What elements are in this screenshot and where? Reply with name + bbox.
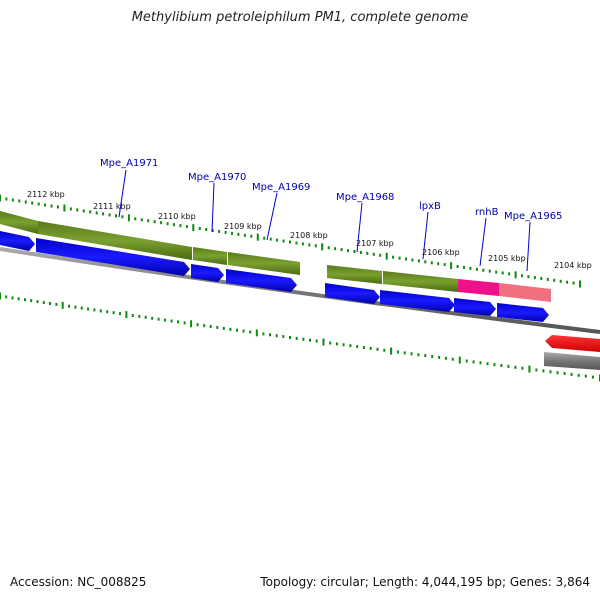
genome-summary: Topology: circular; Length: 4,044,195 bp…	[260, 575, 590, 589]
kbp-label: 2107 kbp	[356, 239, 394, 248]
genome-backbone	[0, 247, 600, 334]
gene-arrow	[454, 298, 496, 316]
outer-tick-track	[0, 194, 581, 288]
accession-label: Accession: NC_008825	[10, 575, 147, 589]
gene-arrow	[36, 238, 190, 276]
gene-label-leader	[211, 182, 215, 233]
cds-feature-block	[228, 252, 300, 275]
gene-arrow	[380, 290, 455, 312]
rnhB-feature-light	[499, 283, 551, 302]
gene-label-leader	[266, 192, 278, 241]
cds-feature-block	[193, 247, 227, 265]
kbp-label: 2111 kbp	[93, 202, 131, 211]
gene-arrow	[191, 264, 224, 282]
gene-label-leader	[422, 211, 429, 260]
gene-label-leader	[479, 217, 487, 267]
gene-label[interactable]: Mpe_A1971	[100, 158, 158, 169]
gene-label[interactable]: Mpe_A1969	[252, 182, 310, 193]
kbp-label: 2110 kbp	[158, 212, 196, 221]
cds-feature-block	[38, 221, 192, 260]
inner-tick-track	[0, 292, 600, 382]
gene-label[interactable]: Mpe_A1968	[336, 192, 394, 203]
gene-label-leader	[526, 221, 531, 272]
gene-arrow	[226, 269, 297, 292]
gene-arrow	[0, 231, 35, 251]
kbp-label: 2109 kbp	[224, 222, 262, 231]
kbp-label: 2104 kbp	[554, 261, 592, 270]
kbp-label: 2106 kbp	[422, 248, 460, 257]
gene-arrow	[497, 303, 549, 322]
gene-label-leader	[356, 202, 363, 253]
cds-feature-block	[383, 271, 458, 292]
cds-feature-block	[0, 211, 38, 234]
gene-label[interactable]: rnhB	[475, 207, 499, 218]
genome-title: Methylibium petroleiphilum PM1, complete…	[131, 10, 469, 25]
reverse-gene-arrow	[545, 335, 600, 352]
gene-label[interactable]: Mpe_A1970	[188, 172, 246, 183]
kbp-label: 2112 kbp	[27, 190, 65, 199]
gene-label[interactable]: lpxB	[419, 201, 441, 212]
reverse-feature-block	[544, 352, 600, 370]
cds-feature-block	[327, 265, 382, 284]
gene-arrow	[325, 283, 380, 304]
kbp-label: 2105 kbp	[488, 254, 526, 263]
kbp-label: 2108 kbp	[290, 231, 328, 240]
rnhB-feature-block	[458, 279, 499, 296]
gene-label[interactable]: Mpe_A1965	[504, 211, 562, 222]
gene-label-leader	[118, 169, 127, 218]
